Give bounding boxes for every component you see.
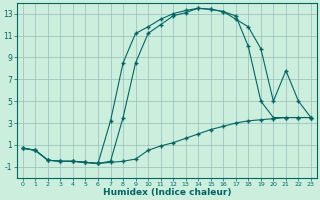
X-axis label: Humidex (Indice chaleur): Humidex (Indice chaleur) bbox=[103, 188, 231, 197]
